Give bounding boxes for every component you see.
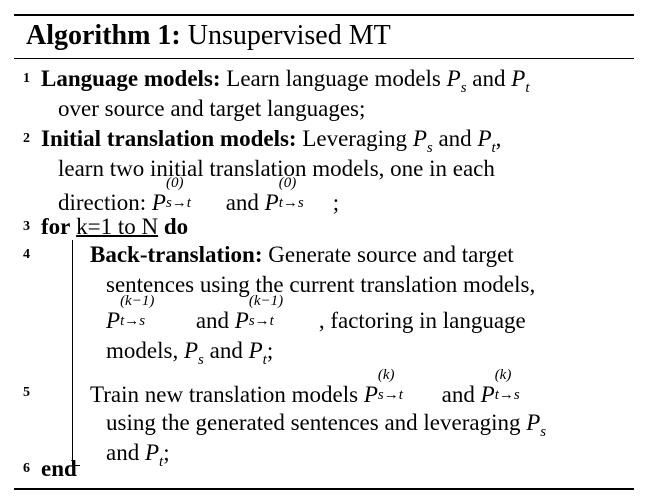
algorithm-name: Unsupervised MT	[187, 20, 391, 51]
step-for-loop: for k=1 to N do	[41, 214, 189, 239]
step-initial-cont2: direction: P (0) s→t and P (0) t→s;	[58, 175, 340, 215]
loop-range: k=1 to N	[76, 214, 159, 239]
step-back-translation: Back-translation: Generate source and ta…	[90, 242, 514, 267]
step-back-translation-cont1: sentences using the current translation …	[106, 272, 536, 297]
step-train-cont2: and Pt;	[106, 440, 170, 470]
loop-body-bar	[72, 240, 73, 466]
title-rule	[14, 58, 634, 59]
top-rule	[14, 14, 634, 16]
step-initial-cont1: learn two initial translation models, on…	[58, 156, 495, 181]
line-number-3: 3	[23, 219, 30, 234]
loop-body-hook	[72, 465, 80, 466]
step-back-translation-cont2: P (k−1) t→s and P (k−1) s→t, factoring in la…	[106, 293, 526, 333]
step-back-translation-cont3: models, Ps and Pt;	[106, 338, 274, 368]
step-language-models: Language models: Learn language models P…	[41, 66, 530, 96]
bottom-rule	[14, 488, 634, 490]
step-end: end	[41, 456, 77, 481]
line-number-1: 1	[23, 71, 30, 86]
step-language-models-cont: over source and target languages;	[58, 96, 366, 121]
algorithm-box: Algorithm 1: Unsupervised MT 1 Language …	[14, 14, 634, 490]
step-initial-translation-models: Initial translation models: Leveraging P…	[41, 126, 502, 156]
line-number-6: 6	[23, 461, 30, 476]
line-number-2: 2	[23, 131, 30, 146]
step-train-cont1: using the generated sentences and levera…	[106, 410, 547, 440]
line-number-5: 5	[23, 385, 30, 400]
step-train-new-models: Train new translation models P (k) s→t and…	[90, 367, 520, 407]
algorithm-title: Algorithm 1: Unsupervised MT	[26, 20, 391, 52]
algorithm-label: Algorithm 1:	[26, 20, 181, 51]
line-number-4: 4	[23, 247, 30, 262]
